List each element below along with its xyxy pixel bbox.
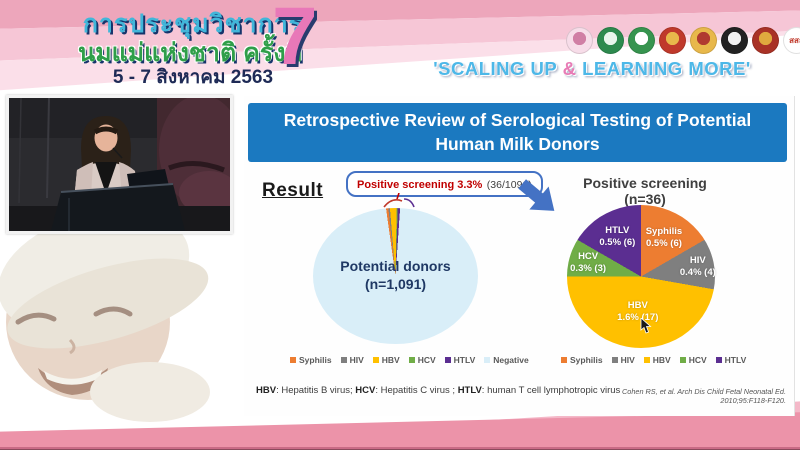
red-gold-seal-logo: [752, 27, 779, 54]
tagline-ampersand: &: [562, 58, 577, 79]
university-seal-logo: [721, 27, 748, 54]
reference-citation: Cohen RS, et al. Arch Dis Child Fetal Ne…: [622, 387, 786, 405]
thaihealth-logo: สสส: [783, 27, 800, 54]
conference-tagline: 'SCALING UP & LEARNING MORE': [388, 58, 796, 80]
slide-title-text: Retrospective Review of Serological Test…: [283, 109, 752, 154]
conference-title-line1: การประชุมวิชาการ: [82, 10, 304, 38]
potential-donors-pie: Potential donors (n=1,091): [313, 208, 478, 344]
legend-item-hcv: HCV: [679, 355, 707, 365]
callout-bracket-mark: [383, 193, 415, 208]
legend-item-syphilis: Syphilis: [561, 355, 603, 365]
callout-highlight: Positive screening 3.3%: [357, 179, 483, 191]
legend-item-htlv: HTLV: [715, 355, 746, 365]
green-medical-seal-1-logo: [597, 27, 624, 54]
positive-screening-pie: Syphilis 0.5% (6) HIV 0.4% (4) HBV 1.6% (17) H…: [567, 205, 716, 348]
speaker-at-podium-image: [9, 98, 230, 231]
royal-crest-logo: [690, 27, 717, 54]
legend-swatch: [679, 357, 686, 363]
legend-swatch: [715, 357, 722, 363]
legend-item-htlv: HTLV: [444, 355, 475, 365]
positive-screening-title: Positive screening (n=36): [583, 175, 707, 207]
presentation-slide: Retrospective Review of Serological Test…: [244, 96, 795, 416]
legend-swatch: [372, 357, 379, 363]
tagline-part1: 'SCALING UP: [433, 58, 563, 79]
legend-swatch: [643, 357, 650, 363]
slice-label-hbv: HBV 1.6% (17): [617, 300, 659, 324]
speaker-video-feed: [6, 95, 233, 234]
potential-donors-legend: Syphilis HIV HBV HCV HTLV Negative: [290, 355, 529, 365]
legend-item-hiv: HIV: [340, 355, 364, 365]
royal-temple-emblem-logo: [659, 27, 686, 54]
potential-donors-label: Potential donors (n=1,091): [340, 257, 451, 293]
slice-label-syphilis: Syphilis 0.5% (6): [645, 226, 683, 250]
legend-swatch: [611, 357, 618, 363]
positive-screening-legend: Syphilis HIV HBV HCV HTLV: [561, 355, 746, 365]
legend-item-negative: Negative: [484, 355, 529, 365]
slice-label-hiv: HIV 0.4% (4): [679, 254, 716, 278]
conference-banner: การประชุมวิชาการ นมแม่แห่งชาติ ครั้งที่ …: [0, 0, 800, 96]
legend-swatch: [408, 357, 415, 363]
pink-ribbon-dark-line: [0, 447, 800, 450]
legend-item-hbv: HBV: [372, 355, 400, 365]
mouse-cursor-icon: [640, 318, 652, 334]
legend-swatch: [561, 357, 567, 363]
baby-background-image: [0, 222, 210, 422]
transition-arrow-icon: [518, 179, 555, 211]
green-medical-seal-2-logo: [628, 27, 655, 54]
edition-number: 7: [272, 0, 318, 82]
slice-label-htlv: HTLV 0.5% (6): [599, 224, 636, 248]
tagline-part2: LEARNING MORE': [576, 58, 751, 79]
mother-child-foundation-logo: [566, 27, 593, 54]
legend-swatch: [290, 357, 296, 363]
legend-swatch: [484, 357, 491, 363]
legend-swatch: [340, 357, 347, 363]
legend-swatch: [444, 357, 451, 363]
slice-label-hcv: HCV 0.3% (3): [570, 250, 607, 274]
legend-item-hbv: HBV: [643, 355, 671, 365]
slide-title-bar: Retrospective Review of Serological Test…: [248, 103, 787, 162]
conference-title-line2: นมแม่แห่งชาติ ครั้งที่: [78, 39, 302, 67]
abbreviation-footnote: HBV: Hepatitis B virus; HCV: Hepatitis C…: [256, 385, 621, 396]
legend-item-syphilis: Syphilis: [290, 355, 332, 365]
conference-date: 5 - 7 สิงหาคม 2563: [112, 67, 274, 88]
result-heading: Result: [262, 180, 324, 201]
legend-item-hiv: HIV: [611, 355, 635, 365]
legend-item-hcv: HCV: [408, 355, 436, 365]
positive-screening-callout: Positive screening 3.3% (36/1091): [346, 171, 543, 197]
sponsor-logos-row: สสส: [566, 27, 800, 54]
